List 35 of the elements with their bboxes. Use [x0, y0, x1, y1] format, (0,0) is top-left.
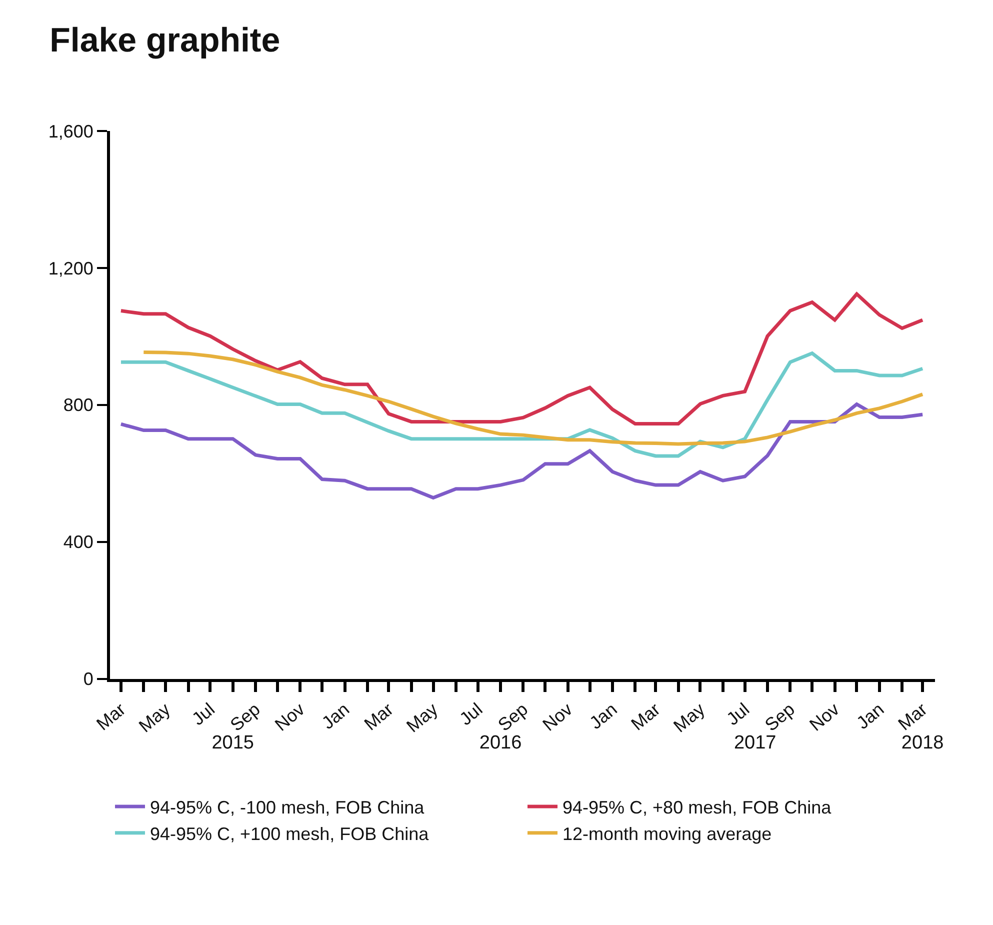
x-tick-label: Jan — [586, 699, 621, 734]
x-tick-label: Mar — [894, 699, 931, 734]
line-series — [119, 292, 924, 426]
x-tick-label: Sep — [226, 699, 264, 736]
y-tick-label: 1,600 — [48, 121, 94, 142]
x2-tick-label: 2017 — [734, 732, 776, 754]
x-tick-label: Nov — [271, 699, 309, 735]
legend-label: 94-95% C, -100 mesh, FOB China — [150, 798, 426, 818]
x2-tick-label: 2016 — [479, 732, 522, 754]
x-tick-label: May — [670, 699, 709, 736]
x-tick-label: May — [135, 699, 174, 736]
x-tick-label: Nov — [806, 699, 844, 735]
x-tick-label: Mar — [627, 699, 664, 734]
legend-label: 12-month moving average — [562, 824, 772, 844]
y-tick-label: 1,200 — [48, 258, 94, 278]
line-series — [119, 402, 924, 500]
x-tick-label: Mar — [360, 699, 398, 734]
x-tick-label: Jul — [188, 699, 219, 730]
x-tick-label: Mar — [92, 699, 130, 734]
x-tick-label: Jan — [852, 699, 888, 734]
y-tick-label: 400 — [63, 532, 94, 552]
x-tick-label: Jul — [722, 699, 754, 730]
x-tick-label: Sep — [761, 699, 799, 736]
chart-title: Flake graphite — [50, 22, 280, 60]
x2-tick-label: 2015 — [212, 732, 254, 754]
y-tick-label: 0 — [83, 669, 94, 690]
y-tick-label: 800 — [63, 395, 94, 416]
x-tick-label: May — [402, 699, 442, 736]
x-tick-label: Jul — [456, 699, 486, 730]
x-tick-label: Sep — [494, 699, 532, 736]
x-tick-label: Nov — [538, 699, 576, 735]
x2-tick-label: 2018 — [901, 732, 944, 754]
x-tick-label: Jan — [318, 699, 354, 734]
legend-label: 94-95% C, +100 mesh, FOB China — [150, 824, 430, 844]
legend-label: 94-95% C, +80 mesh, FOB China — [562, 798, 832, 818]
